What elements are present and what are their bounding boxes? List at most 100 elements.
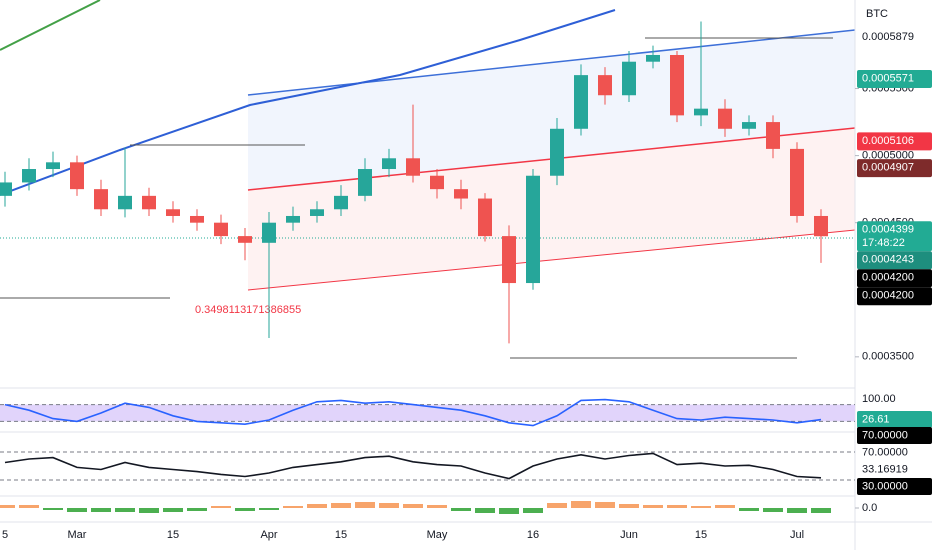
- candle-body: [598, 75, 612, 96]
- histogram-bar: [331, 503, 351, 508]
- x-tick-label: Jul: [790, 529, 804, 541]
- candle-body: [262, 222, 276, 243]
- histogram-bar: [163, 508, 183, 512]
- y-tick-label: 100.00: [862, 393, 896, 405]
- indicator-line: [4, 452, 822, 480]
- histogram-bar: [91, 508, 111, 512]
- candle-body: [478, 198, 492, 237]
- candle-body: [214, 222, 228, 237]
- y-tick-label: 0.0: [862, 502, 877, 514]
- moving-average: [0, 9, 616, 196]
- candle-body: [790, 148, 804, 216]
- histogram-bar: [139, 508, 159, 513]
- histogram-bar: [259, 508, 279, 510]
- price-label-box: [857, 159, 932, 178]
- histogram-bar: [667, 505, 687, 508]
- histogram-bar: [427, 505, 447, 508]
- price-label-box: [857, 287, 932, 306]
- price-label-box: [857, 461, 932, 478]
- histogram-bar: [715, 505, 735, 508]
- price-label-box: [857, 132, 932, 151]
- histogram-bar: [43, 508, 63, 510]
- candle-body: [46, 162, 60, 170]
- trend-line: [247, 229, 856, 291]
- y-tick-label: 0.0005000: [862, 150, 914, 162]
- histogram-bar: [499, 508, 519, 514]
- histogram-bar: [619, 504, 639, 508]
- price-label-box: [857, 478, 932, 495]
- price-label: 0.0005879: [862, 31, 914, 43]
- histogram-bar: [235, 508, 255, 511]
- candle-body: [694, 108, 708, 116]
- countdown: 17:48:22: [862, 237, 905, 249]
- histogram-bar: [787, 508, 807, 513]
- channel-fill: [248, 30, 855, 190]
- candle-body: [142, 195, 156, 210]
- price-label: 70.00000: [862, 429, 908, 441]
- histogram-bar: [211, 506, 231, 508]
- price-label: 33.16919: [862, 463, 908, 475]
- histogram-bar: [115, 508, 135, 512]
- channel-fill: [248, 128, 855, 290]
- histogram-bar: [595, 502, 615, 508]
- y-tick-label: 0.0003500: [862, 351, 914, 363]
- band: [0, 404, 855, 422]
- price-label-box: [857, 444, 932, 461]
- candle-body: [574, 75, 588, 129]
- histogram-bar: [187, 508, 207, 511]
- histogram-bar: [475, 508, 495, 513]
- price-label-box: [857, 251, 932, 270]
- price-label-box: [857, 70, 932, 89]
- moving-average: [0, 0, 101, 51]
- histogram-bar: [19, 505, 39, 508]
- x-tick-label: Mar: [68, 529, 87, 541]
- candle-body: [454, 189, 468, 199]
- histogram-bar: [811, 508, 831, 513]
- candle-body: [718, 108, 732, 129]
- candle-body: [310, 209, 324, 216]
- x-tick-label: May: [427, 529, 448, 541]
- price-label-box: [857, 28, 932, 47]
- candle-body: [238, 236, 252, 243]
- histogram-bar: [643, 505, 663, 508]
- candle-body: [526, 175, 540, 284]
- price-label-box: [857, 427, 932, 444]
- histogram-bar: [307, 504, 327, 508]
- candle-body: [550, 128, 564, 176]
- indicator-line: [4, 398, 822, 427]
- price-label: 0.0004399: [862, 224, 914, 236]
- candle-body: [670, 55, 684, 116]
- price-label: 0.0004243: [862, 254, 914, 266]
- x-tick-label: Apr: [260, 529, 277, 541]
- histogram-bar: [355, 502, 375, 508]
- candle-body: [502, 236, 516, 284]
- price-label: 26.61: [862, 413, 890, 425]
- histogram-bar: [403, 504, 423, 508]
- price-label: 0.0004907: [862, 161, 914, 173]
- candle-body: [118, 195, 132, 210]
- candle-body: [70, 162, 84, 190]
- candle-body: [646, 55, 660, 62]
- price-label-box: [857, 269, 932, 288]
- histogram-bar: [763, 508, 783, 512]
- x-tick-label: 16: [527, 529, 539, 541]
- x-tick-label: Jun: [620, 529, 638, 541]
- price-label: 0.0005106: [862, 135, 914, 147]
- candle-body: [814, 215, 828, 237]
- price-label: 0.0005571: [862, 72, 914, 84]
- histogram-bar: [571, 501, 591, 508]
- candle-body: [358, 169, 372, 196]
- candle-body: [0, 182, 12, 196]
- candle-body: [190, 215, 204, 223]
- x-tick-label: 15: [695, 529, 707, 541]
- histogram-bar: [283, 506, 303, 508]
- candle-body: [622, 61, 636, 96]
- x-tick-label: 15: [167, 529, 179, 541]
- histogram-bar: [451, 508, 471, 511]
- histogram-bar: [379, 503, 399, 508]
- price-label: 30.00000: [862, 480, 908, 492]
- candle-body: [22, 169, 36, 183]
- candle-body: [766, 122, 780, 149]
- candle-body: [742, 122, 756, 129]
